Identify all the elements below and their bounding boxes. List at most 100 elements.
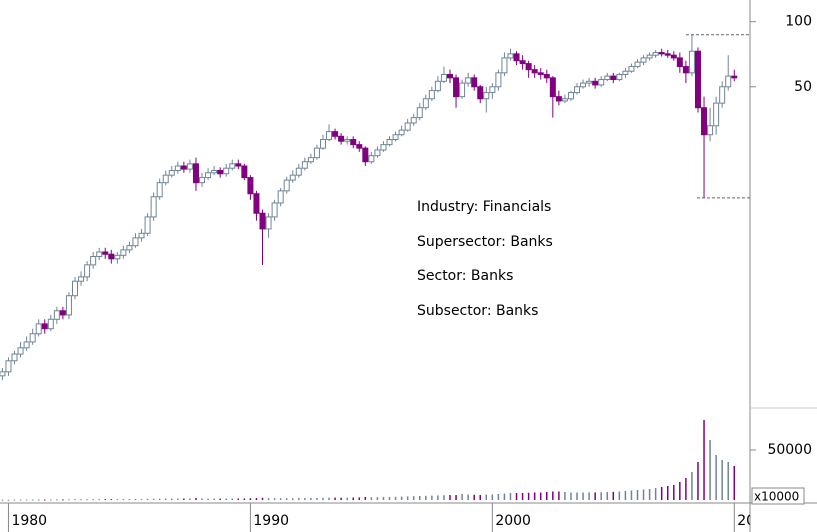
volume-bar	[98, 499, 100, 501]
unit-box	[751, 487, 805, 505]
candle-body	[199, 177, 206, 184]
volume-bar	[207, 498, 209, 500]
candle-body	[90, 255, 97, 266]
candle-body	[537, 72, 544, 75]
volume-bar	[1, 499, 4, 501]
candle-body	[392, 134, 399, 141]
volume-bar	[291, 498, 294, 500]
candle-body	[271, 202, 278, 218]
volume-bar	[630, 490, 633, 500]
volume-bar	[564, 492, 566, 500]
volume-bar	[654, 488, 657, 500]
volume-bar	[479, 495, 481, 500]
volume-bar	[473, 494, 475, 500]
volume-bar	[709, 440, 711, 500]
candle-body	[586, 80, 593, 84]
candle-body	[531, 69, 538, 74]
volume-bar	[183, 498, 185, 500]
candle-body	[235, 163, 242, 167]
volume-bar	[431, 495, 433, 500]
volume-bar	[618, 491, 621, 500]
annotation: Subsector: Banks	[417, 303, 538, 319]
volume-bar	[171, 498, 173, 500]
volume-bar	[146, 498, 149, 500]
volume-bar	[606, 492, 609, 500]
volume-bar	[388, 497, 391, 500]
volume-bar	[140, 499, 143, 500]
candle-body	[580, 82, 587, 88]
volume-bar	[673, 485, 675, 500]
volume-bar	[304, 498, 306, 500]
candle-body	[398, 129, 405, 136]
volume-bar	[7, 499, 10, 501]
candle-body	[567, 92, 574, 100]
volume-bar	[443, 495, 445, 500]
volume-unit-label: x10000	[754, 490, 799, 504]
candle-body	[192, 163, 199, 184]
candle-body	[459, 82, 466, 98]
volume-bar	[80, 499, 82, 501]
candle-body	[144, 216, 151, 234]
candle-body	[434, 80, 441, 92]
volume-bar	[134, 499, 137, 500]
candle-body	[634, 61, 641, 68]
volume-bar	[44, 499, 46, 501]
volume-bar	[13, 499, 16, 501]
candle-body	[555, 96, 562, 102]
candle-body	[622, 70, 629, 75]
candle-body	[610, 75, 617, 81]
candle-body	[386, 139, 393, 146]
volume-bar	[164, 498, 167, 500]
candle-body	[319, 139, 326, 149]
candle-body	[513, 53, 520, 62]
volume-bar	[715, 455, 717, 500]
volume-tick-label: 50000	[767, 442, 812, 458]
x-tick-label: 2010	[737, 513, 773, 529]
candle-body	[150, 196, 157, 218]
volume-bar	[267, 498, 270, 500]
candle-body	[628, 66, 635, 72]
volume-bar	[110, 499, 113, 501]
volume-bar	[255, 498, 258, 500]
volume-bar	[594, 492, 596, 500]
volume-bar	[666, 486, 669, 500]
volume-bar	[491, 494, 494, 500]
volume-bar	[539, 492, 542, 500]
candle-body	[283, 179, 290, 192]
candle-body	[471, 77, 478, 88]
x-tick-label: 1980	[11, 513, 47, 529]
volume-bar	[679, 482, 681, 500]
candle-body	[501, 57, 508, 74]
volume-bar	[249, 498, 252, 500]
volume-bar	[600, 492, 602, 500]
candle-body	[682, 66, 689, 74]
candle-body	[507, 53, 514, 59]
volume-bar	[195, 498, 197, 500]
candle-body	[180, 165, 187, 170]
candle-body	[84, 264, 91, 278]
volume-bar	[685, 478, 687, 500]
candle-body	[114, 254, 121, 260]
candle-body	[362, 147, 369, 163]
volume-bar	[558, 491, 560, 500]
candle-body	[616, 73, 623, 81]
volume-bar	[455, 495, 457, 500]
candle-body	[35, 323, 42, 335]
candle-body	[646, 54, 653, 59]
candle-body	[676, 57, 683, 68]
candle-body	[350, 139, 357, 146]
candle-body	[483, 92, 490, 100]
annotation: Supersector: Banks	[417, 234, 553, 250]
candle-body	[0, 371, 6, 377]
candle-body	[332, 131, 339, 137]
volume-bar	[400, 496, 403, 500]
volume-bar	[497, 494, 500, 500]
volume-bar	[576, 492, 578, 500]
candle-body	[59, 310, 66, 316]
volume-bar	[74, 499, 76, 501]
volume-bar	[485, 494, 488, 500]
candle-body	[126, 245, 133, 251]
candle-body	[259, 212, 266, 230]
volume-bar	[225, 498, 227, 500]
candle-body	[701, 107, 708, 136]
